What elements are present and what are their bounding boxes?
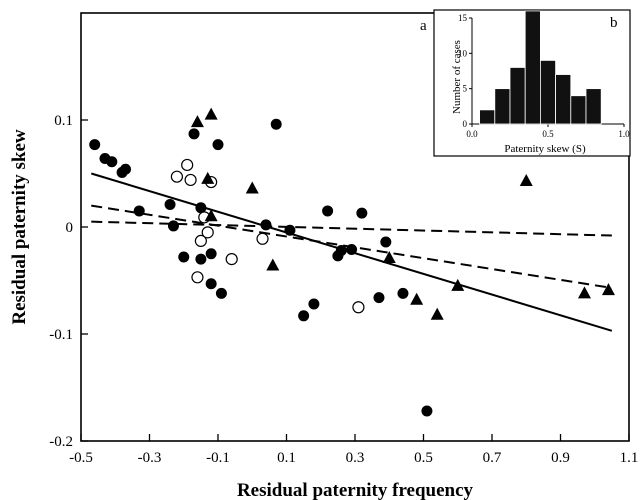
main-x-axis-title: Residual paternity frequency: [237, 480, 474, 500]
histogram-bar: [555, 74, 572, 125]
open-circle-point: [194, 234, 207, 248]
filled-circle-point: [284, 224, 296, 236]
filled-circle-point: [260, 219, 272, 231]
y-tick-label: -0.1: [49, 327, 73, 343]
filled-circle-point: [298, 310, 310, 322]
filled-circle-point: [188, 128, 200, 140]
filled-circle-point: [212, 139, 224, 151]
triangle-point: [204, 107, 218, 120]
inset-x-axis-title: Paternity skew (S): [504, 143, 586, 155]
triangle-point: [245, 181, 259, 194]
y-tick-label: 0.1: [54, 113, 73, 129]
x-tick-label: 0.3: [346, 450, 365, 466]
filled-circle-point: [346, 243, 358, 255]
main-y-ticks: 0.1 0 -0.1 -0.2: [49, 113, 88, 450]
filled-circle-point: [373, 292, 385, 304]
inset-plot: b 0 5 10 15 0.0 0.5 1.0 Paternity skew (S) Num…: [433, 9, 631, 157]
triangle-point: [601, 283, 615, 296]
x-tick-label: -0.3: [138, 450, 162, 466]
y-tick-label: -0.2: [49, 434, 73, 450]
inset-y-tick-label: 15: [458, 13, 468, 23]
filled-circle-point: [106, 156, 118, 168]
filled-circle-point: [205, 248, 217, 260]
triangle-point: [430, 307, 444, 320]
y-tick-label: 0: [66, 220, 74, 236]
data-points: [89, 107, 615, 417]
inset-y-tick-label: 0: [463, 119, 468, 129]
triangle-point: [204, 209, 218, 222]
histogram-bar: [479, 109, 496, 125]
triangle-point: [190, 115, 204, 128]
filled-circle-point: [397, 287, 409, 299]
filled-circle-point: [215, 287, 227, 299]
filled-circle-point: [167, 220, 179, 232]
open-circle-point: [191, 271, 204, 284]
filled-circle-point: [205, 278, 217, 290]
filled-circle-point: [322, 205, 334, 217]
filled-circle-point: [308, 298, 320, 310]
triangle-point: [201, 171, 215, 184]
open-circle-point: [184, 173, 197, 187]
open-circle-point: [352, 301, 365, 314]
filled-circle-point: [421, 405, 433, 417]
histogram-bar: [524, 10, 541, 125]
inset-bars: [479, 10, 602, 125]
inset-x-tick-label: 1.0: [618, 129, 630, 139]
inset-x-tick-label: 0.0: [466, 129, 478, 139]
x-tick-label: 0.1: [277, 450, 296, 466]
histogram-bar: [540, 60, 557, 125]
filled-circle-point: [164, 199, 176, 211]
histogram-bar: [585, 88, 602, 125]
inset-y-tick-label: 5: [463, 84, 468, 94]
filled-circle-point: [89, 139, 101, 151]
open-circle-point: [170, 170, 183, 183]
x-tick-label: 1.1: [620, 450, 639, 466]
inset-y-axis-title: Number of cases: [451, 40, 463, 114]
main-panel-label: a: [420, 18, 427, 34]
histogram-bar: [509, 67, 526, 125]
open-circle-point: [256, 232, 269, 245]
x-tick-label: 0.7: [483, 450, 502, 466]
triangle-point: [451, 278, 465, 291]
x-tick-label: -0.5: [69, 450, 93, 466]
x-tick-label: -0.1: [206, 450, 230, 466]
filled-circle-point: [133, 205, 145, 217]
triangle-point: [577, 286, 591, 299]
histogram-bar: [570, 95, 587, 125]
open-circle-point: [225, 253, 238, 266]
filled-circle-point: [270, 118, 282, 130]
filled-circle-point: [195, 253, 207, 265]
filled-circle-point: [195, 202, 207, 214]
triangle-point: [382, 251, 396, 264]
filled-circle-point: [335, 245, 347, 257]
inset-y-tick-label: 10: [458, 48, 468, 58]
histogram-bar: [494, 88, 511, 125]
open-circle-point: [181, 158, 194, 172]
open-circle-point: [201, 226, 214, 239]
filled-circle-point: [178, 251, 190, 263]
main-y-axis-title: Residual paternity skew: [9, 129, 30, 325]
inset-x-tick-label: 0.5: [542, 129, 554, 139]
x-tick-label: 0.5: [414, 450, 433, 466]
triangle-point: [519, 173, 533, 186]
inset-panel-label: b: [610, 15, 618, 31]
main-plot: a 0.1 0 -0.1 -0.2 -0.5 -0.3 -0.1 0.1 0.3 0.5 0.7 0…: [9, 12, 638, 500]
main-x-ticks: -0.5 -0.3 -0.1 0.1 0.3 0.5 0.7 0.9 1.1: [69, 434, 638, 466]
filled-circle-point: [356, 207, 368, 219]
filled-circle-point: [120, 163, 132, 175]
triangle-point: [410, 292, 424, 305]
x-tick-label: 0.9: [551, 450, 570, 466]
triangle-point: [266, 258, 280, 271]
filled-circle-point: [380, 236, 392, 248]
